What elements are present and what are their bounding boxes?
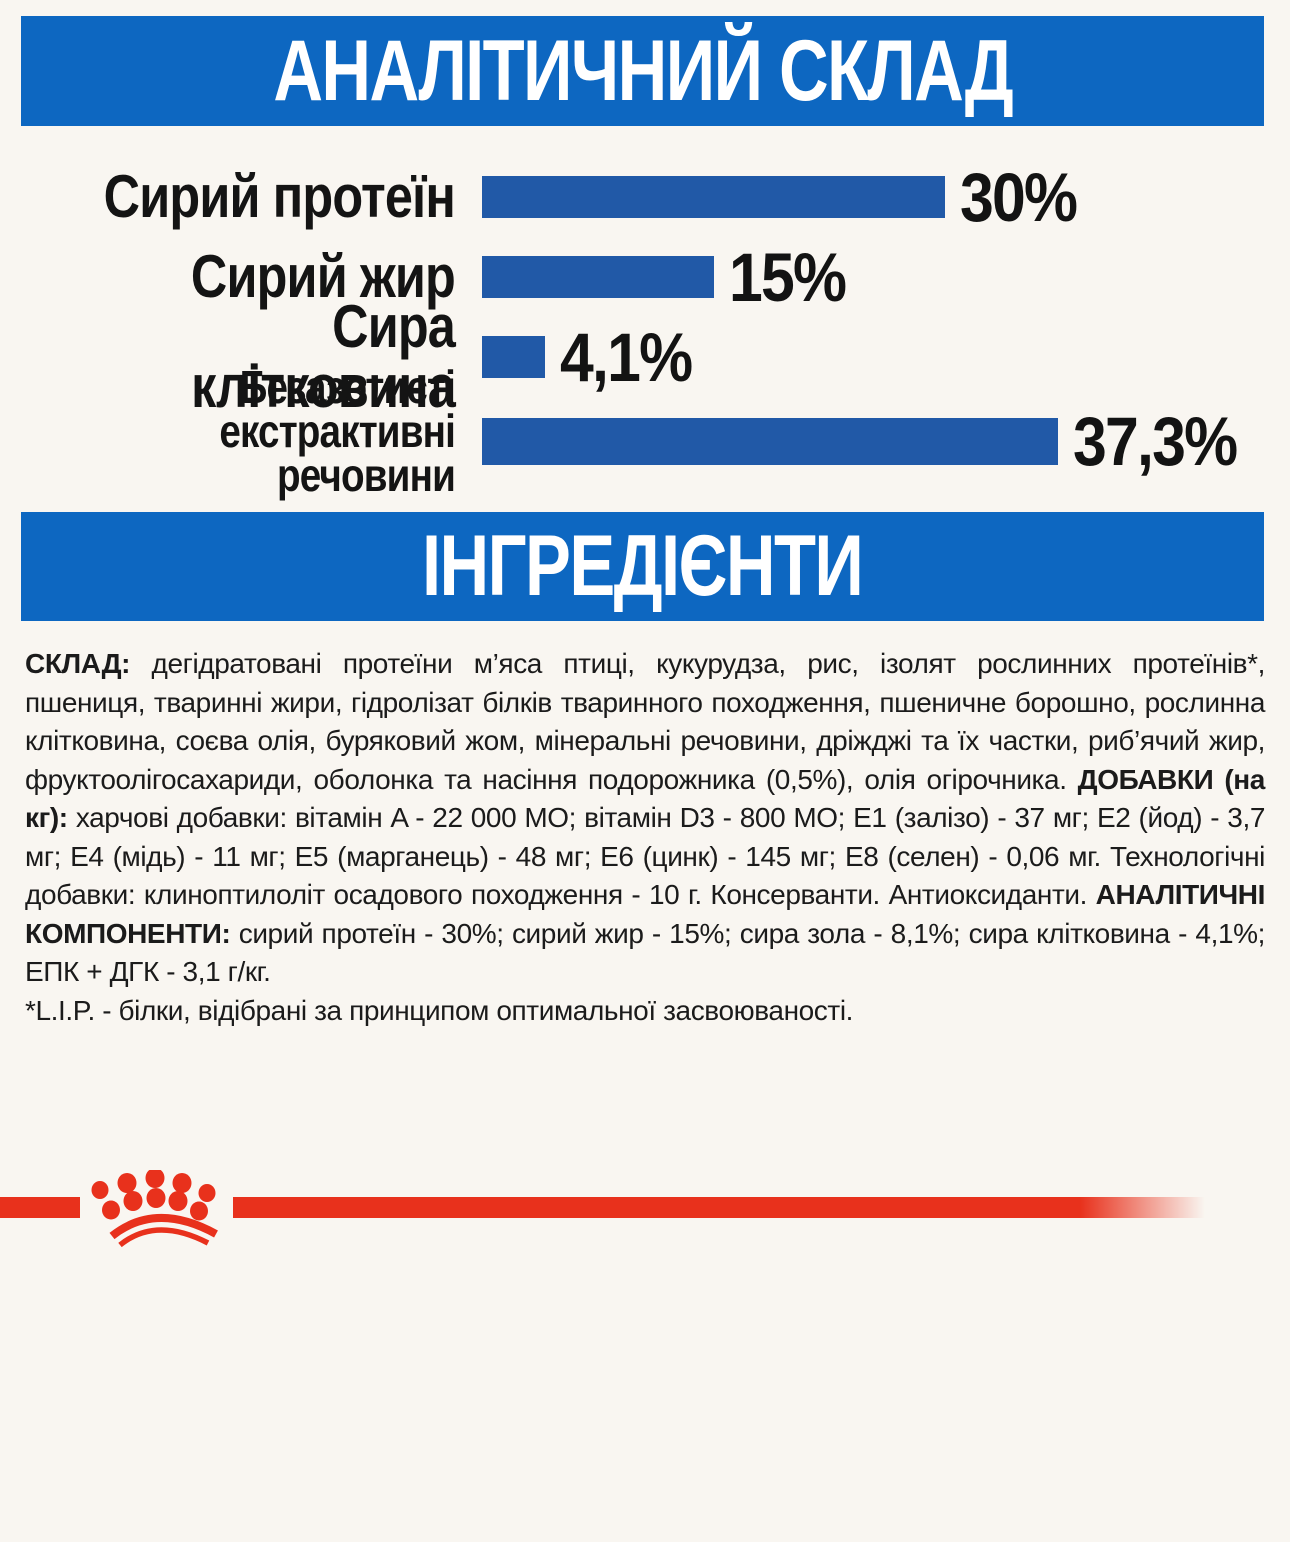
footer-red-stripe [0, 1197, 1290, 1218]
chart-category-label: Сирий жир [190, 243, 456, 310]
royal-canin-crown-logo [91, 1170, 218, 1248]
composition-bold-segment: ДОБАВКИ (на кг): [25, 763, 1265, 834]
chart-row: Сира клітковина 4,1% [0, 297, 1290, 417]
composition-segment: сирий протеїн - 30%; сирий жир - 15%; си… [25, 917, 1265, 988]
chart-bar [482, 256, 714, 298]
composition-section: СКЛАД: дегідратовані протеїни м’яса птиц… [25, 645, 1265, 1030]
chart-bar [482, 176, 945, 218]
chart-bar [482, 336, 545, 378]
chart-row: Безазотисті екстрактивні речовини 37,3% [0, 364, 1290, 498]
analytical-composition-title: АНАЛІТИЧНИЙ СКЛАД [273, 22, 1013, 119]
chart-category-label: Сирий протеїн [103, 163, 456, 230]
composition-segment: дегідратовані протеїни м’яса птиці, куку… [25, 648, 1265, 795]
chart-value-label: 37,3% [1073, 402, 1238, 480]
lip-footnote: *L.I.P. - білки, відібрані за принципом … [25, 994, 854, 1026]
composition-bold-segment: АНАЛІТИЧНІ КОМПОНЕНТИ: [25, 879, 1265, 949]
composition-text: СКЛАД: дегідратовані протеїни м’яса птиц… [25, 645, 1265, 992]
composition-segment: харчові добавки: вітамін A - 22 000 МО; … [25, 802, 1265, 910]
composition-bold-segment: СКЛАД: [25, 648, 152, 679]
chart-bar [482, 417, 1058, 465]
chart-value-label: 15% [729, 238, 847, 316]
chart-row: Сирий жир 15% [0, 237, 1290, 317]
ingredients-banner: ІНГРЕДІЄНТИ [21, 512, 1264, 621]
analytical-composition-banner: АНАЛІТИЧНИЙ СКЛАД [21, 16, 1264, 126]
analytical-chart: Сирий протеїн 30% Сирий жир 15% Сира клітков… [0, 157, 1290, 499]
chart-category-label: Сира клітковина [191, 293, 456, 420]
ingredients-title: ІНГРЕДІЄНТИ [422, 518, 864, 614]
chart-value-label: 4,1% [560, 318, 693, 396]
chart-row: Сирий протеїн 30% [0, 157, 1290, 237]
chart-value-label: 30% [960, 158, 1078, 236]
chart-category-label: Безазотисті екстрактивні речовини [219, 361, 455, 501]
